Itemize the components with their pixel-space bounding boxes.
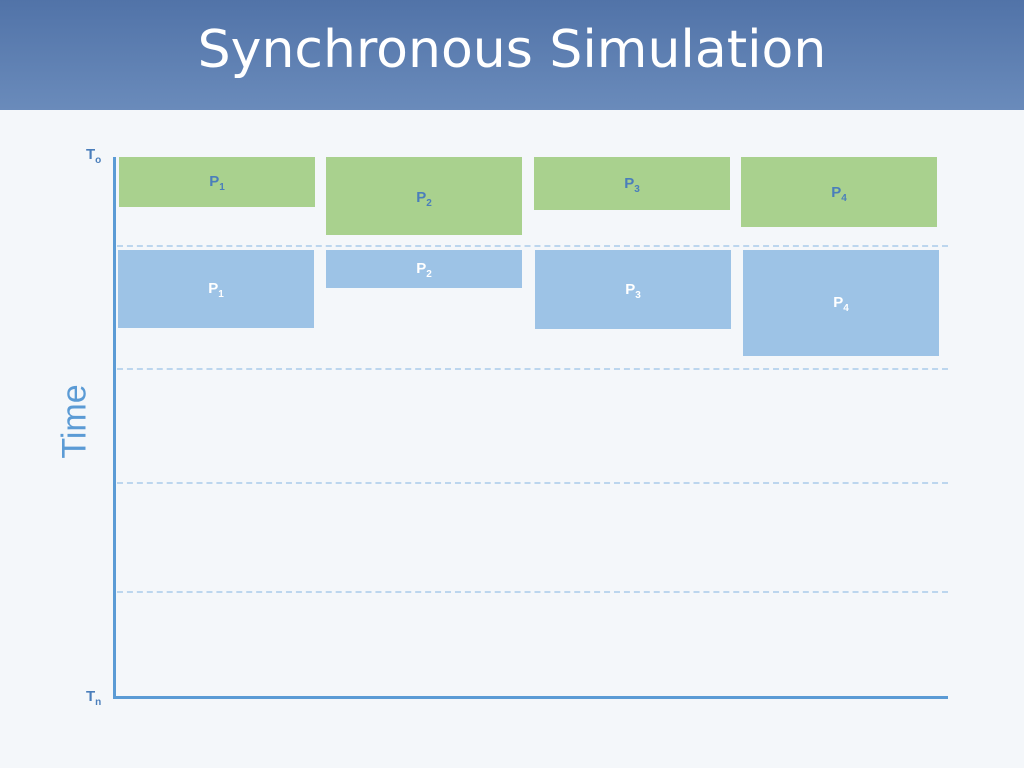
process-block-p3-step1: P3 [534, 157, 730, 210]
process-block-p4-step2: P4 [743, 250, 939, 356]
process-label: P1 [209, 173, 225, 193]
process-block-p4-step1: P4 [741, 157, 937, 227]
process-block-p1-step2: P1 [118, 250, 314, 328]
process-label: P4 [833, 294, 849, 314]
time-end-label: Tn [86, 688, 102, 708]
process-label: P2 [416, 189, 432, 209]
base-axis-line [113, 696, 948, 699]
time-start-label: To [86, 146, 102, 166]
process-block-p1-step1: P1 [119, 157, 315, 207]
process-label: P4 [831, 184, 847, 204]
process-block-p2-step2: P2 [326, 250, 522, 288]
process-block-p3-step2: P3 [535, 250, 731, 329]
step-separator-line [117, 368, 948, 370]
step-separator-line [117, 482, 948, 484]
time-axis-label: Time [55, 384, 94, 459]
title-bar: Synchronous Simulation [0, 0, 1024, 110]
step-separator-line [117, 245, 948, 247]
process-block-p2-step1: P2 [326, 157, 522, 235]
time-axis-line [113, 157, 116, 699]
slide-title: Synchronous Simulation [197, 20, 827, 80]
process-label: P2 [416, 260, 432, 280]
process-label: P1 [208, 280, 224, 300]
process-label: P3 [624, 175, 640, 195]
step-separator-line [117, 591, 948, 593]
process-label: P3 [625, 281, 641, 301]
